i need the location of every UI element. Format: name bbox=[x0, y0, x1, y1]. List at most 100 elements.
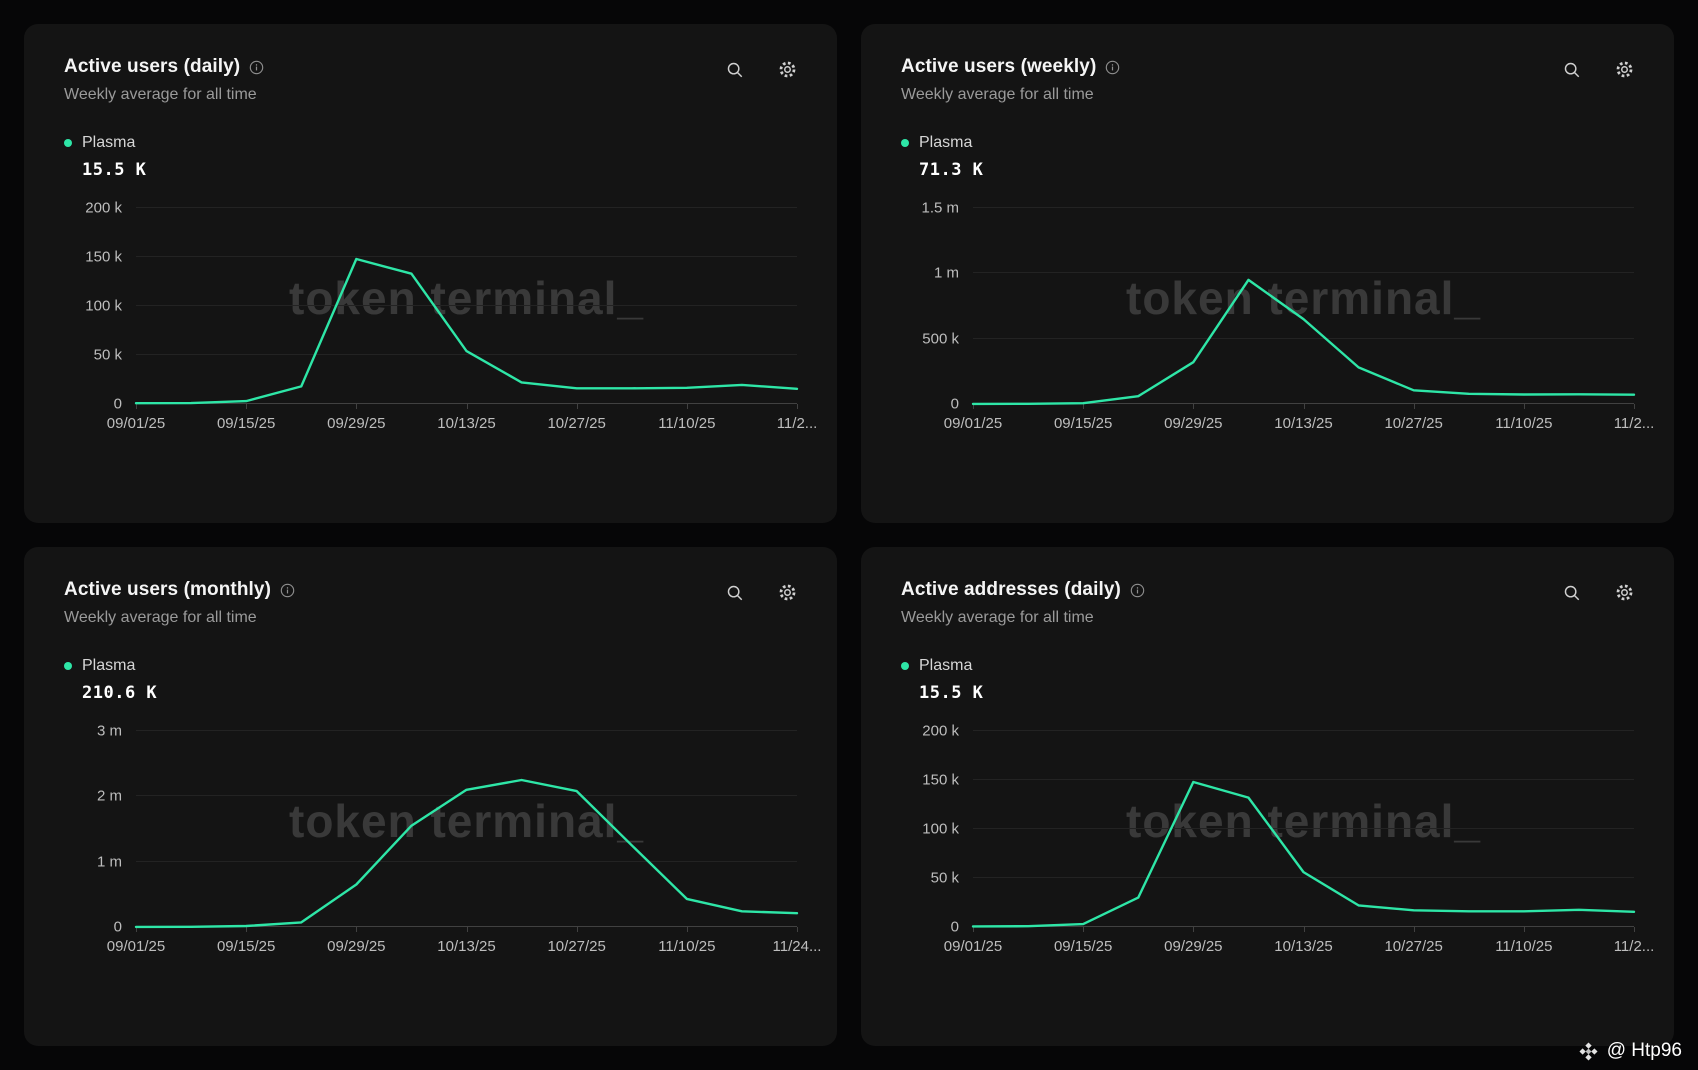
x-tick-mark bbox=[1083, 404, 1085, 409]
x-tick-label: 11/24... bbox=[772, 938, 822, 955]
legend: Plasma 15.5 K bbox=[64, 134, 797, 180]
info-icon[interactable] bbox=[249, 60, 264, 75]
legend: Plasma 15.5 K bbox=[901, 657, 1634, 703]
x-tick-mark bbox=[1083, 927, 1085, 932]
search-button[interactable] bbox=[1563, 61, 1581, 79]
search-button[interactable] bbox=[726, 584, 744, 602]
x-tick-mark bbox=[466, 927, 468, 932]
settings-button[interactable] bbox=[778, 60, 797, 79]
x-tick-label: 09/01/25 bbox=[943, 938, 1003, 955]
x-tick-mark bbox=[1303, 404, 1305, 409]
x-tick-label: 09/29/25 bbox=[327, 938, 386, 955]
x-tick-label: 10/27/25 bbox=[1384, 938, 1443, 955]
x-tick-mark bbox=[973, 927, 974, 932]
chart-card-active-users-weekly: Active users (weekly) Weekly average for… bbox=[861, 24, 1674, 523]
plot-area: token terminal_ bbox=[973, 730, 1635, 932]
y-tick-label: 3 m bbox=[96, 722, 122, 740]
card-title: Active users (weekly) bbox=[901, 56, 1097, 77]
x-tick-mark bbox=[1523, 927, 1525, 932]
x-axis-line bbox=[973, 403, 1634, 404]
y-tick-label: 1 m bbox=[933, 264, 959, 282]
y-tick-label: 0 bbox=[113, 395, 122, 413]
card-header: Active users (weekly) Weekly average for… bbox=[901, 56, 1634, 104]
gridline bbox=[973, 828, 1634, 829]
x-axis-line bbox=[973, 926, 1634, 927]
chart-card-active-users-monthly: Active users (monthly) Weekly average fo… bbox=[24, 547, 837, 1046]
y-tick-label: 50 k bbox=[93, 346, 122, 364]
y-tick-label: 50 k bbox=[930, 869, 959, 887]
legend: Plasma 71.3 K bbox=[901, 134, 1634, 180]
search-button[interactable] bbox=[1563, 584, 1581, 602]
x-tick-label: 09/15/25 bbox=[1053, 415, 1113, 432]
x-tick-label: 09/01/25 bbox=[106, 938, 166, 955]
settings-button[interactable] bbox=[1615, 583, 1634, 602]
info-icon[interactable] bbox=[1130, 583, 1145, 598]
x-tick-mark bbox=[246, 927, 248, 932]
x-tick-mark bbox=[1193, 404, 1195, 409]
y-tick-label: 200 k bbox=[85, 199, 122, 217]
search-button[interactable] bbox=[726, 61, 744, 79]
gridline bbox=[136, 795, 797, 797]
card-subtitle: Weekly average for all time bbox=[64, 609, 257, 626]
attribution-handle: @ Htp96 bbox=[1606, 1040, 1682, 1061]
series-name[interactable]: Plasma bbox=[82, 134, 136, 151]
y-tick-label: 200 k bbox=[922, 722, 959, 740]
x-tick-label: 09/01/25 bbox=[106, 415, 166, 432]
card-header: Active addresses (daily) Weekly average … bbox=[901, 579, 1634, 627]
binance-icon bbox=[1578, 1041, 1599, 1062]
x-tick-mark bbox=[1303, 927, 1305, 932]
x-tick-mark bbox=[356, 927, 358, 932]
x-tick-mark bbox=[797, 927, 798, 932]
x-tick-mark bbox=[136, 404, 137, 409]
series-line bbox=[973, 731, 1634, 927]
gridline bbox=[973, 272, 1634, 274]
x-tick-label: 10/13/25 bbox=[437, 415, 496, 432]
gridline bbox=[136, 207, 797, 208]
y-tick-label: 150 k bbox=[922, 771, 959, 789]
x-axis-labels: 09/01/25 09/15/25 09/29/25 10/13/25 10/27/25… bbox=[944, 404, 1654, 438]
x-tick-label: 11/10/25 bbox=[1495, 938, 1553, 955]
series-value: 15.5 K bbox=[82, 160, 147, 180]
y-tick-label: 100 k bbox=[85, 297, 122, 315]
gridline bbox=[973, 207, 1634, 208]
series-value: 15.5 K bbox=[919, 683, 984, 703]
gridline bbox=[973, 337, 1634, 339]
series-name[interactable]: Plasma bbox=[919, 134, 973, 151]
x-tick-mark bbox=[576, 404, 578, 409]
series-line bbox=[973, 208, 1634, 404]
x-tick-label: 10/27/25 bbox=[547, 415, 606, 432]
x-tick-mark bbox=[1413, 404, 1415, 409]
chart-card-active-addresses-daily: Active addresses (daily) Weekly average … bbox=[861, 547, 1674, 1046]
y-tick-label: 100 k bbox=[922, 820, 959, 838]
y-tick-label: 150 k bbox=[85, 248, 122, 266]
x-tick-label: 11/2... bbox=[1613, 415, 1655, 432]
x-tick-mark bbox=[797, 404, 798, 409]
x-tick-mark bbox=[466, 404, 468, 409]
x-axis-labels: 09/01/25 09/15/25 09/29/25 10/13/25 10/27/25… bbox=[107, 927, 822, 961]
gridline bbox=[136, 256, 797, 257]
y-tick-label: 0 bbox=[950, 395, 959, 413]
x-tick-label: 10/13/25 bbox=[437, 938, 496, 955]
line-chart[interactable]: 0 50 k 100 k 150 k 200 k token terminal_ 09/… bbox=[64, 200, 817, 438]
x-tick-mark bbox=[356, 404, 358, 409]
info-icon[interactable] bbox=[1105, 60, 1120, 75]
line-chart[interactable]: 0 1 m 2 m 3 m token terminal_ 09/01/25 09/15… bbox=[64, 723, 822, 961]
y-tick-label: 2 m bbox=[96, 787, 122, 805]
x-tick-label: 10/13/25 bbox=[1274, 938, 1333, 955]
series-dot bbox=[901, 139, 909, 147]
series-name[interactable]: Plasma bbox=[919, 657, 973, 674]
card-header: Active users (daily) Weekly average for … bbox=[64, 56, 797, 104]
x-tick-label: 11/10/25 bbox=[1495, 415, 1553, 432]
chart-card-active-users-daily: Active users (daily) Weekly average for … bbox=[24, 24, 837, 523]
x-tick-mark bbox=[1523, 404, 1525, 409]
card-subtitle: Weekly average for all time bbox=[901, 86, 1094, 103]
gridline bbox=[973, 779, 1634, 780]
series-name[interactable]: Plasma bbox=[82, 657, 136, 674]
series-value: 71.3 K bbox=[919, 160, 984, 180]
settings-button[interactable] bbox=[1615, 60, 1634, 79]
card-title: Active users (monthly) bbox=[64, 579, 272, 600]
settings-button[interactable] bbox=[778, 583, 797, 602]
line-chart[interactable]: 0 50 k 100 k 150 k 200 k token terminal_ 09/… bbox=[901, 723, 1654, 961]
info-icon[interactable] bbox=[280, 583, 295, 598]
